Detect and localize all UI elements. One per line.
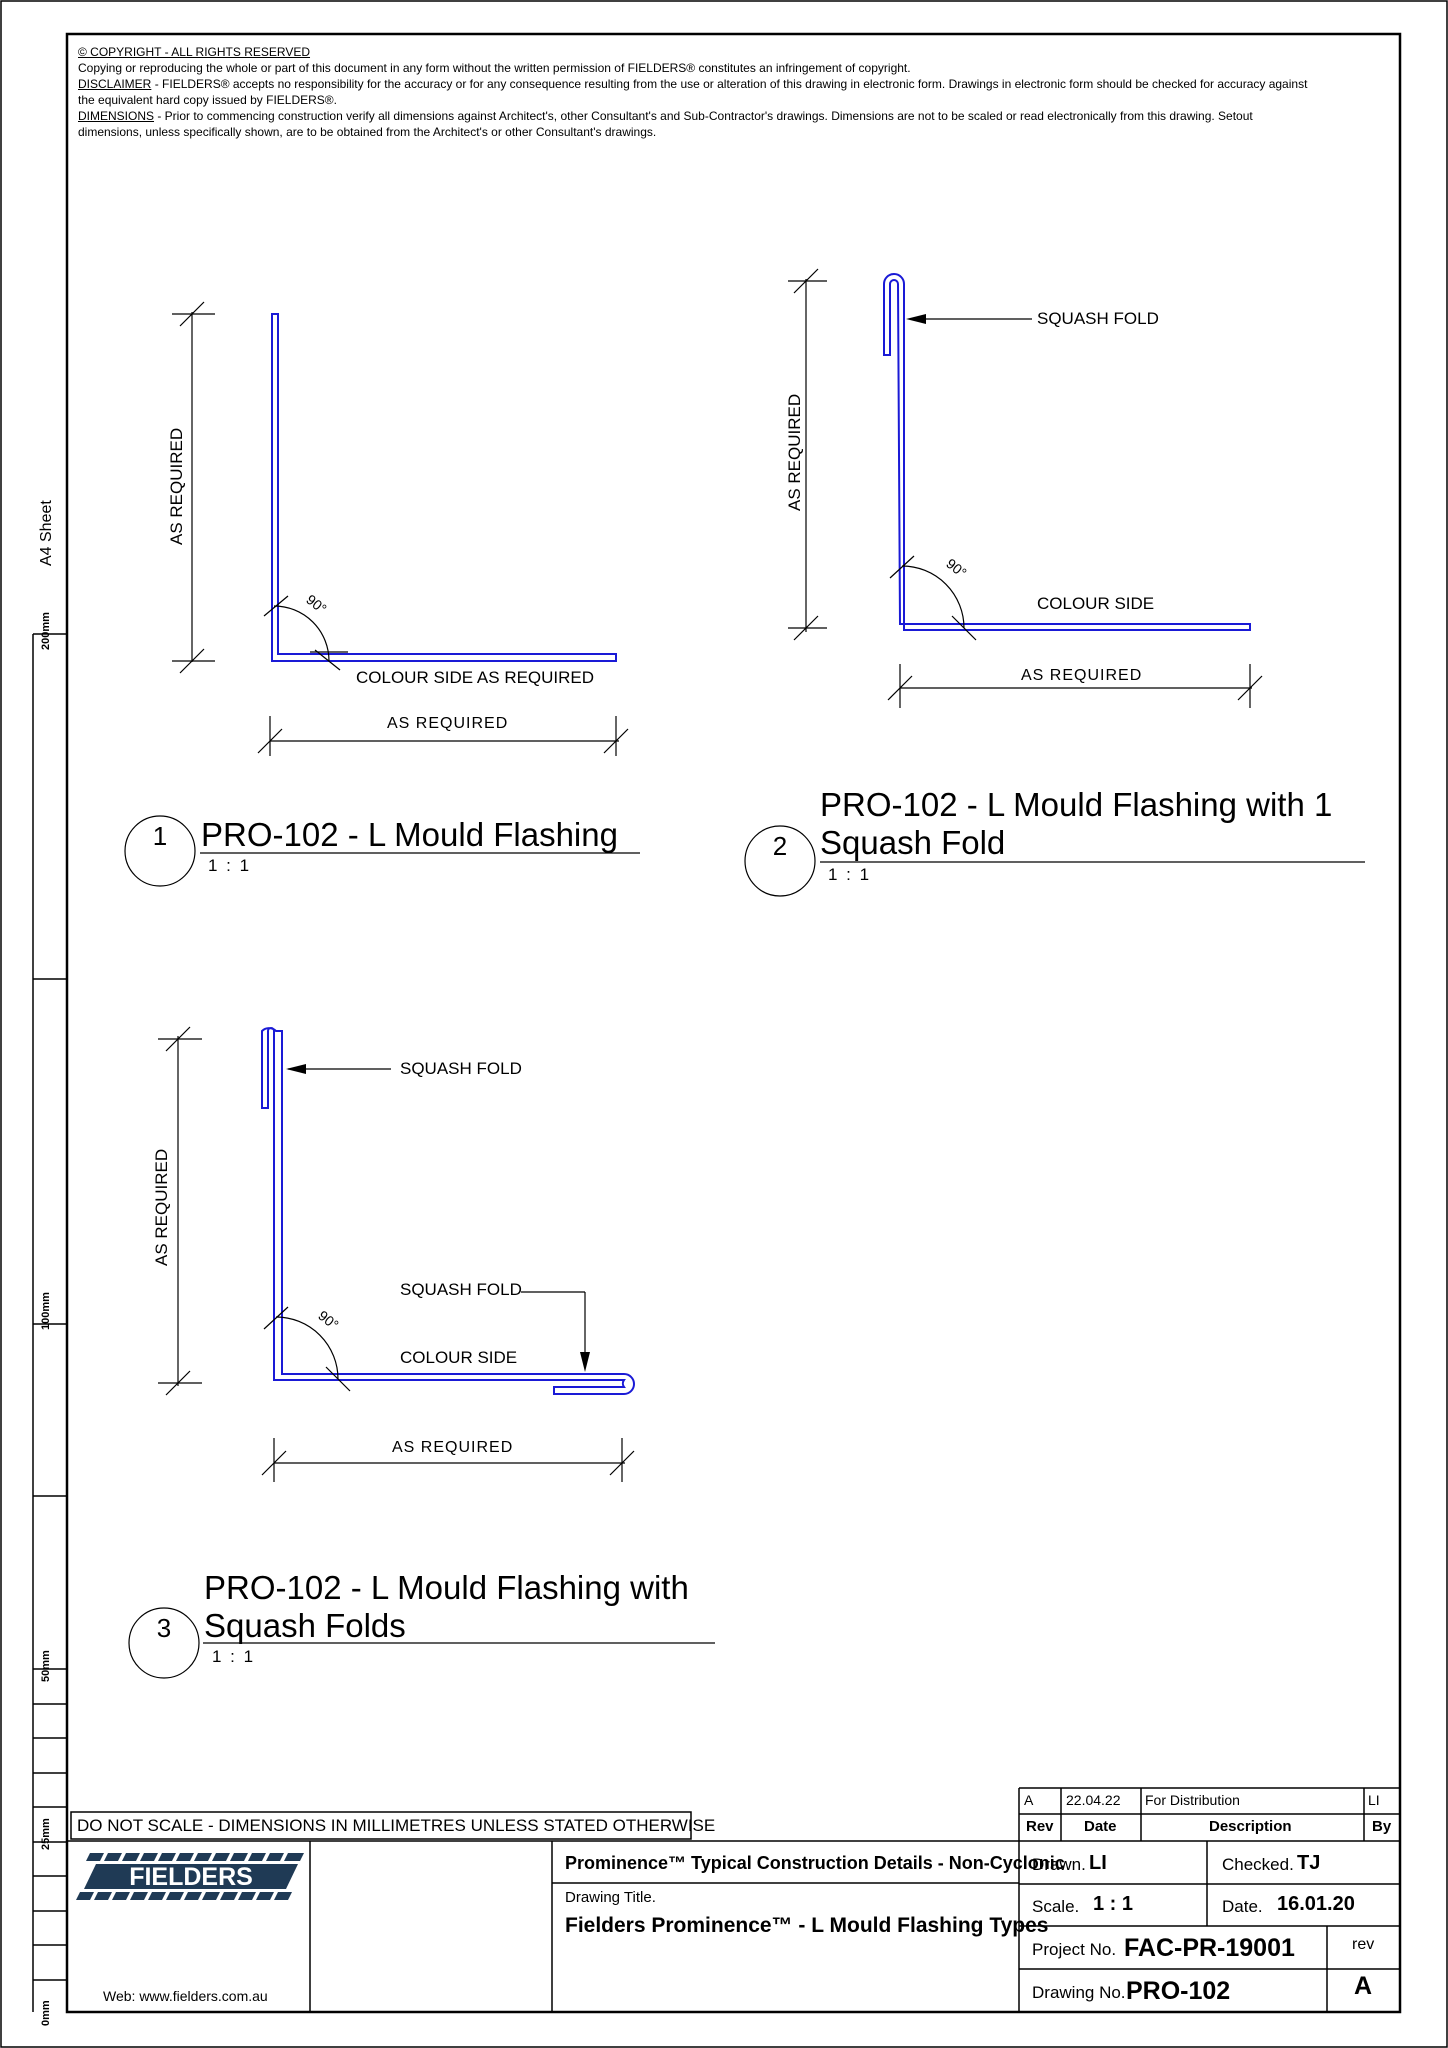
view-2-title-line2: Squash Fold (820, 824, 1006, 861)
notes-block: © COPYRIGHT - ALL RIGHTS RESERVED Copyin… (78, 44, 1318, 140)
view-3-dimensions (158, 1026, 635, 1482)
title-block-grid (67, 1787, 1400, 2012)
drawing-title: Fielders Prominence™ - L Mould Flashing … (565, 1914, 1049, 1937)
scale-label: Scale. (1032, 1897, 1080, 1916)
copyright-heading: © COPYRIGHT - ALL RIGHTS RESERVED (78, 45, 311, 59)
view-2-scale: 1 : 1 (828, 865, 872, 884)
view-3-title-line2: Squash Folds (204, 1607, 406, 1644)
side-scale-bar (32, 633, 67, 2012)
scale-mark-50mm: 50mm (40, 1650, 52, 1682)
sheet-size-label: A4 Sheet (38, 500, 55, 566)
scale-value: 1 : 1 (1093, 1893, 1134, 1915)
view-2-colour-side-label: COLOUR SIDE (1037, 594, 1155, 613)
scale-mark-25mm: 25mm (40, 1818, 52, 1850)
rev-label: rev (1352, 1936, 1375, 1953)
checked-value: TJ (1297, 1852, 1321, 1874)
rev-header-by: By (1372, 1818, 1392, 1835)
view-3-squash-fold-top-label: SQUASH FOLD (400, 1059, 522, 1078)
dimensions-heading: DIMENSIONS (78, 109, 155, 123)
view-3-squash-fold-bottom-label: SQUASH FOLD (400, 1280, 522, 1299)
drawn-label: Drawn. (1032, 1855, 1086, 1874)
view-3-scale: 1 : 1 (212, 1647, 256, 1666)
view-1-colour-side-label: COLOUR SIDE AS REQUIRED (356, 668, 595, 687)
checked-label: Checked. (1222, 1855, 1294, 1874)
project-no-label: Project No. (1032, 1940, 1117, 1959)
view-3-vertical-dim-label: AS REQUIRED (152, 1148, 171, 1266)
drawing-no-label: Drawing No. (1032, 1983, 1126, 2002)
view-2-vertical-dim-label: AS REQUIRED (785, 393, 804, 511)
dimensions-text: - Prior to commencing construction verif… (78, 109, 1253, 139)
drawing-frame (65, 32, 1402, 2014)
logo-text: FIELDERS (129, 1863, 253, 1891)
project-no-value: FAC-PR-19001 (1124, 1934, 1295, 1962)
project-title: Prominence™ Typical Construction Details… (565, 1853, 1065, 1873)
view-3-colour-side-label: COLOUR SIDE (400, 1348, 518, 1367)
view-2-dimensions (788, 268, 1263, 708)
view-3-number: 3 (156, 1613, 172, 1643)
scale-mark-100mm: 100mm (40, 1292, 52, 1330)
view-2-flashing (883, 273, 1251, 631)
rev-row-description: For Distribution (1145, 1792, 1240, 1808)
view-2-squash-arrow (906, 314, 926, 324)
date-label: Date. (1222, 1897, 1263, 1916)
view-2-horizontal-dim-label: AS REQUIRED (1021, 667, 1143, 684)
rev-row-date: 22.04.22 (1066, 1792, 1121, 1808)
view-1-flashing (271, 313, 617, 662)
view-1-scale: 1 : 1 (208, 856, 252, 875)
view-2-number: 2 (772, 831, 788, 861)
view-3-flashing (261, 1027, 635, 1395)
rev-header-rev: Rev (1026, 1818, 1054, 1835)
copyright-text: Copying or reproducing the whole or part… (78, 61, 911, 75)
view-2-title-line1: PRO-102 - L Mould Flashing with 1 (820, 786, 1333, 823)
rev-value: A (1354, 1972, 1373, 2000)
view-1-title-underline (124, 815, 640, 887)
view-1-vertical-dim-label: AS REQUIRED (167, 427, 186, 545)
view-2-squash-fold-label: SQUASH FOLD (1037, 309, 1159, 328)
drawing-no-value: PRO-102 (1126, 1977, 1231, 2005)
drawing-title-label: Drawing Title. (565, 1889, 656, 1906)
scale-mark-0mm: 0mm (40, 2000, 52, 2026)
view-3-squash-arrow-top (286, 1064, 306, 1074)
disclaimer-heading: DISCLAIMER (78, 77, 152, 91)
do-not-scale-note: DO NOT SCALE - DIMENSIONS IN MILLIMETRES… (77, 1816, 716, 1835)
website-text: Web: www.fielders.com.au (103, 1988, 268, 2004)
view-1-dimensions (172, 301, 629, 756)
date-value: 16.01.20 (1277, 1893, 1355, 1915)
rev-header-date: Date (1084, 1818, 1117, 1835)
rev-row-by: LI (1368, 1792, 1380, 1808)
rev-row-rev: A (1024, 1792, 1034, 1808)
drawn-value: LI (1089, 1852, 1107, 1874)
view-1-number: 1 (152, 821, 168, 851)
fielders-logo: FIELDERS (76, 1853, 304, 1900)
view-1-horizontal-dim-label: AS REQUIRED (387, 715, 509, 732)
disclaimer-text: - FIELDERS® accepts no responsibility fo… (78, 77, 1308, 107)
view-2-title-underline (744, 825, 1365, 897)
view-3-title-underline (128, 1607, 715, 1679)
scale-mark-200mm: 200mm (40, 612, 52, 650)
view-1-title: PRO-102 - L Mould Flashing (201, 816, 618, 853)
view-3-horizontal-dim-label: AS REQUIRED (392, 1439, 514, 1456)
rev-header-description: Description (1209, 1818, 1292, 1835)
view-3-squash-arrow-bottom (580, 1352, 590, 1372)
view-3-title-line1: PRO-102 - L Mould Flashing with (204, 1569, 689, 1606)
